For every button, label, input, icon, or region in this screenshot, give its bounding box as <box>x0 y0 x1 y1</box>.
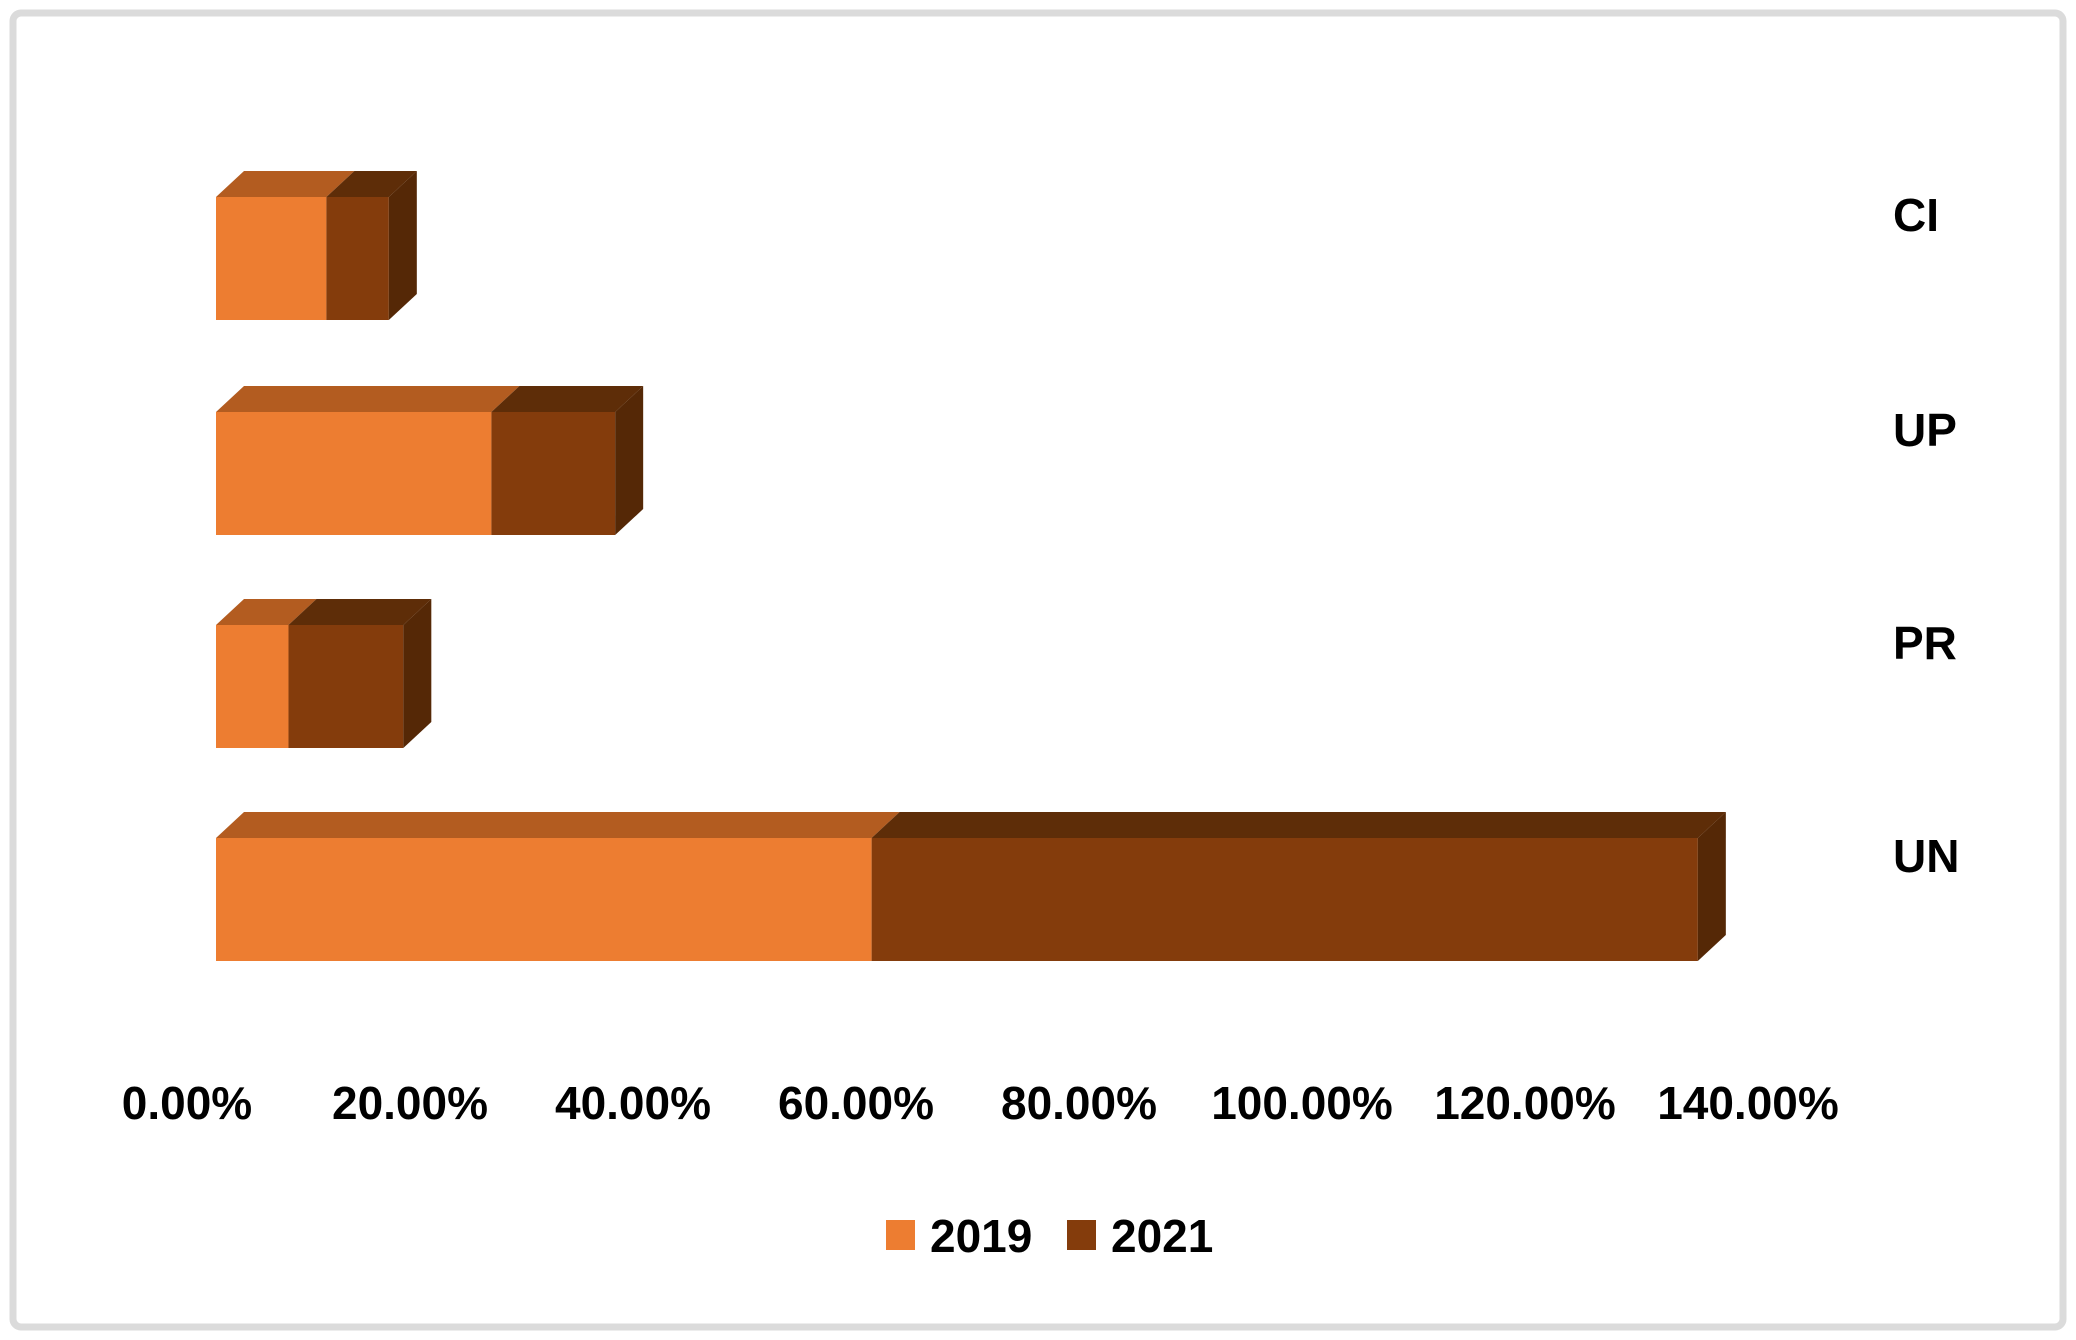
bar-segment-CI-2019 <box>216 197 327 320</box>
bar-segment-CI-2021 <box>326 197 389 320</box>
bar-top-face-UP-2019 <box>216 386 520 412</box>
category-label-UN: UN <box>1893 830 1959 882</box>
chart-border <box>9 9 2067 1331</box>
x-axis-tick-label: 100.00% <box>1211 1077 1393 1129</box>
bar-top-face-UN-2019 <box>216 812 900 838</box>
bar-end-face-PR <box>403 599 432 748</box>
bar-segment-UN-2019 <box>216 838 872 961</box>
bar-segment-UP-2019 <box>216 412 492 535</box>
bar-top-face-UN-2021 <box>871 812 1726 838</box>
bar-segment-UN-2021 <box>871 838 1698 961</box>
legend-label-2021: 2021 <box>1111 1210 1213 1262</box>
bar-top-face-UP-2021 <box>491 386 644 412</box>
x-axis-tick-label: 80.00% <box>1001 1077 1157 1129</box>
category-label-CI: CI <box>1893 189 1939 241</box>
bar-end-face-UN <box>1697 812 1726 961</box>
bar-top-face-PR-2021 <box>288 599 432 625</box>
bar-top-face-CI-2021 <box>326 171 417 197</box>
legend-label-2019: 2019 <box>930 1210 1032 1262</box>
category-label-PR: PR <box>1893 617 1957 669</box>
x-axis-tick-label: 140.00% <box>1657 1077 1839 1129</box>
x-axis-tick-label: 120.00% <box>1434 1077 1616 1129</box>
bar-segment-PR-2021 <box>288 625 404 748</box>
bar-segment-UP-2021 <box>491 412 616 535</box>
x-axis-tick-label: 60.00% <box>778 1077 934 1129</box>
bar-top-face-PR-2019 <box>216 599 317 625</box>
bar-segment-PR-2019 <box>216 625 289 748</box>
bar-end-face-UP <box>615 386 644 535</box>
bar-end-face-CI <box>388 171 417 320</box>
category-label-UP: UP <box>1893 404 1957 456</box>
bar-top-face-CI-2019 <box>216 171 355 197</box>
x-axis-tick-label: 0.00% <box>122 1077 252 1129</box>
x-axis-tick-label: 20.00% <box>332 1077 488 1129</box>
x-axis-tick-label: 40.00% <box>555 1077 711 1129</box>
legend-swatch-2019 <box>886 1220 915 1250</box>
legend-swatch-2021 <box>1067 1220 1096 1250</box>
